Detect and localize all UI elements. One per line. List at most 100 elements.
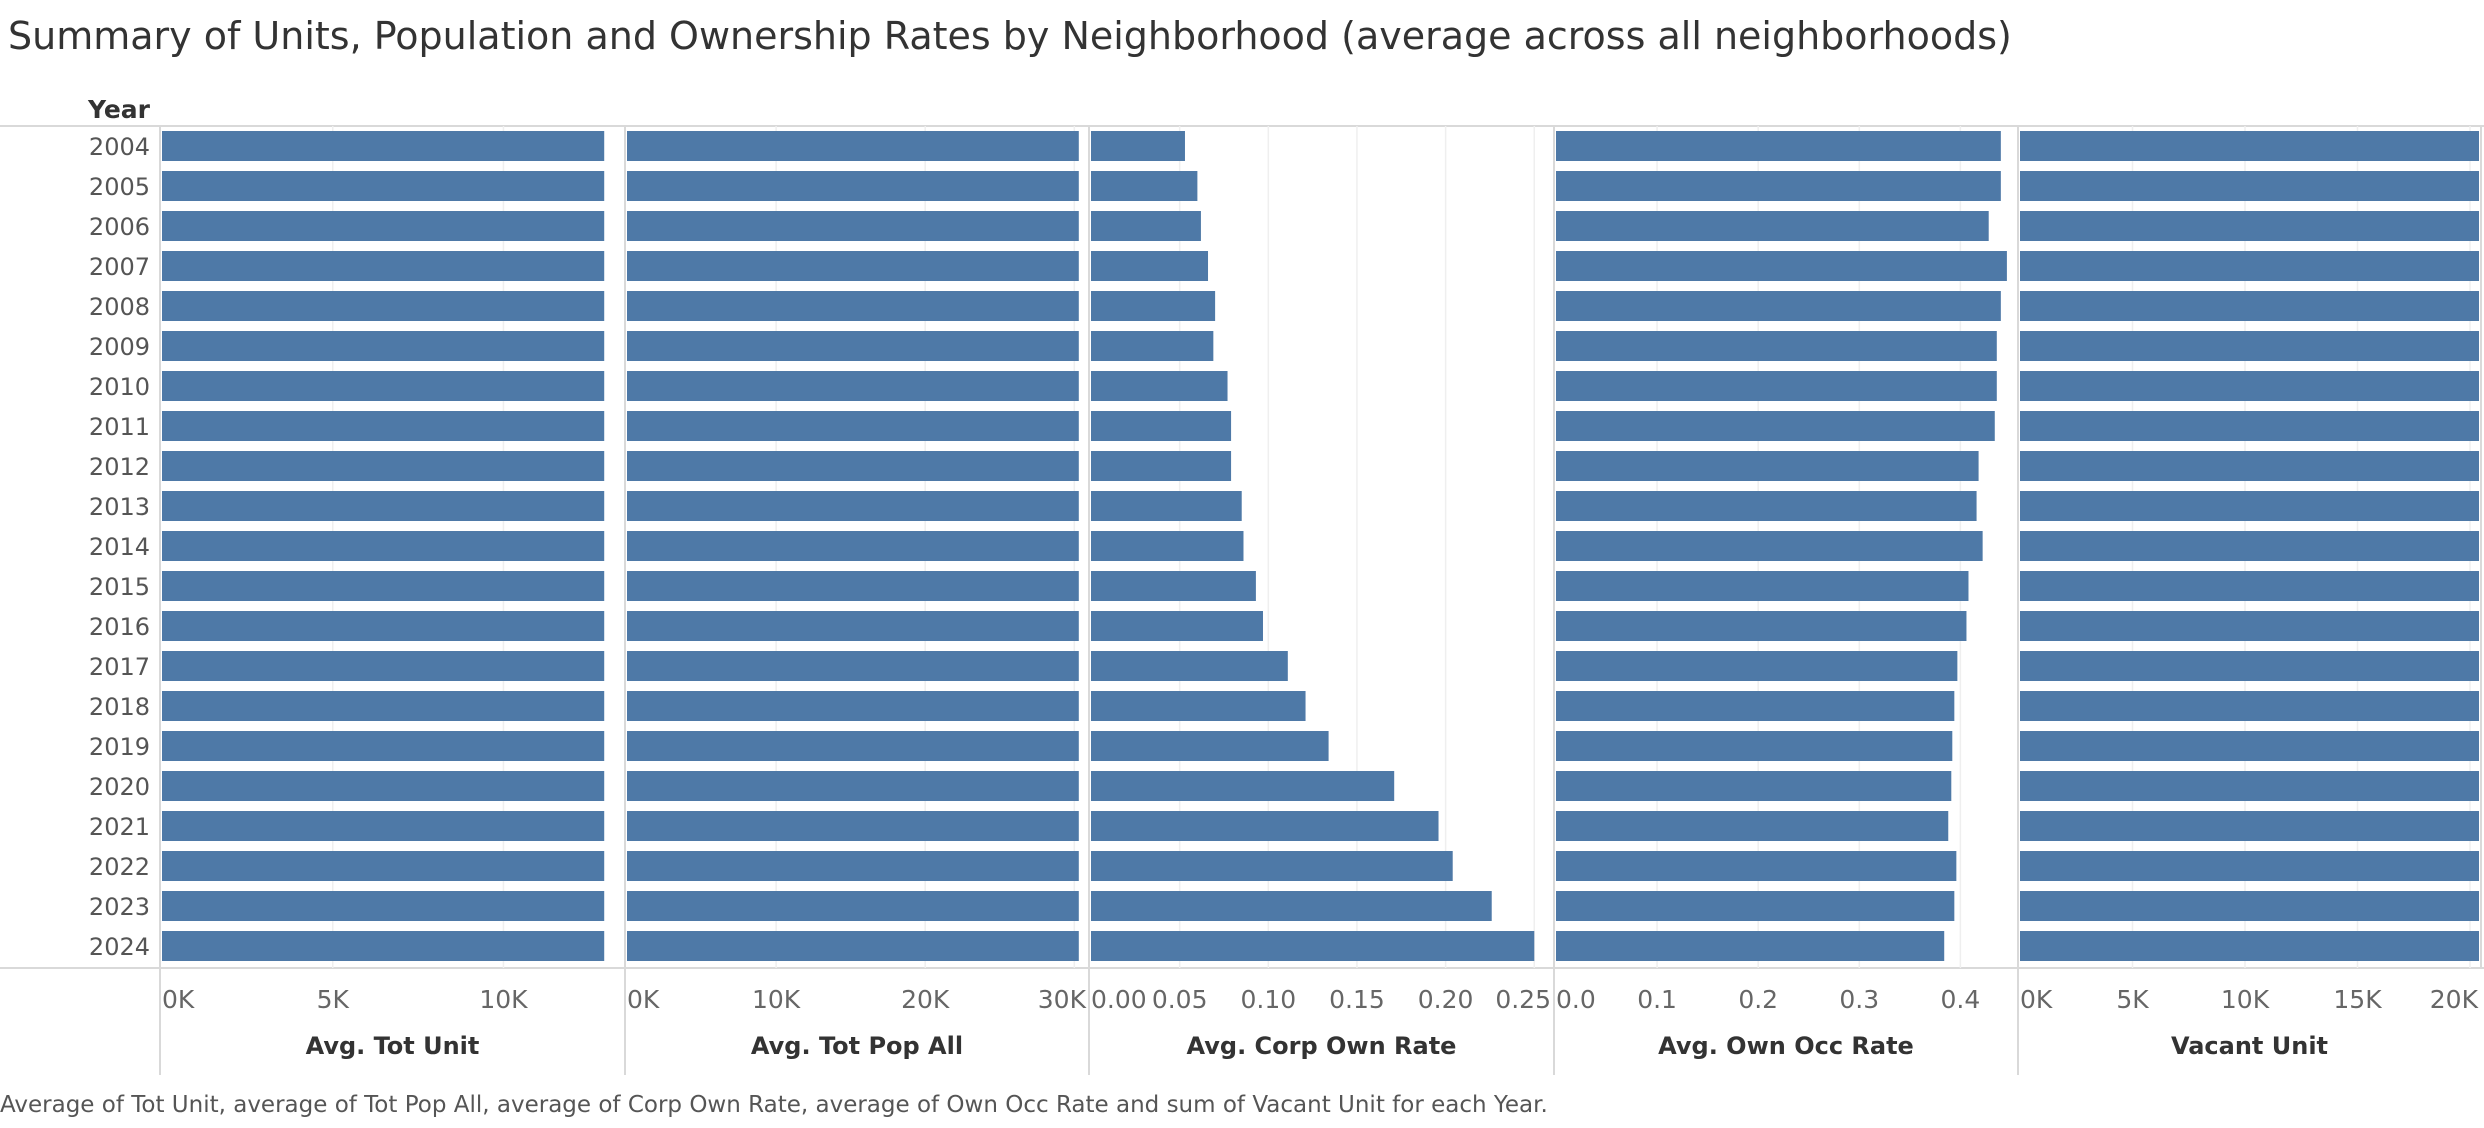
x-tick-label: 0.2 xyxy=(1738,985,1778,1014)
bar xyxy=(627,531,1079,561)
bar xyxy=(1091,691,1306,721)
bar xyxy=(1091,451,1232,481)
x-tick-label: 0.0 xyxy=(1556,985,1596,1014)
x-tick-label: 0.00 xyxy=(1091,985,1147,1014)
x-tick-label: 0.1 xyxy=(1637,985,1677,1014)
bar xyxy=(627,491,1079,521)
bar xyxy=(162,451,605,481)
x-axis-title: Avg. Own Occ Rate xyxy=(1658,1032,1914,1060)
bar xyxy=(1091,611,1263,641)
year-label: 2012 xyxy=(89,453,150,481)
bar xyxy=(1556,331,1997,361)
x-tick-label: 10K xyxy=(752,985,801,1014)
year-label: 2017 xyxy=(89,653,150,681)
bar xyxy=(627,771,1079,801)
bar xyxy=(1091,811,1439,841)
year-label: 2023 xyxy=(89,893,150,921)
bar xyxy=(162,891,605,921)
x-tick-label: 0.20 xyxy=(1418,985,1474,1014)
bar xyxy=(2020,931,2479,961)
year-label: 2018 xyxy=(89,693,150,721)
bar xyxy=(162,411,605,441)
bar xyxy=(162,611,605,641)
bar xyxy=(1091,331,1214,361)
bar xyxy=(162,371,605,401)
bar xyxy=(1556,731,1953,761)
bar xyxy=(162,331,605,361)
bar xyxy=(1556,531,1983,561)
bar xyxy=(162,651,605,681)
bar xyxy=(2020,691,2479,721)
bar xyxy=(1091,491,1242,521)
x-tick-label: 0.25 xyxy=(1495,985,1551,1014)
bar xyxy=(1556,651,1958,681)
bar xyxy=(162,691,605,721)
x-tick-label: 10K xyxy=(479,985,528,1014)
x-axis-title: Vacant Unit xyxy=(2171,1032,2328,1060)
bar xyxy=(1556,291,2001,321)
x-tick-label: 0K xyxy=(627,985,660,1014)
x-tick-label: 0K xyxy=(2020,985,2053,1014)
bar xyxy=(1091,771,1395,801)
bar xyxy=(1091,131,1185,161)
bar xyxy=(1556,891,1955,921)
year-label: 2019 xyxy=(89,733,150,761)
bar xyxy=(1556,851,1957,881)
bar xyxy=(162,811,605,841)
bar xyxy=(162,291,605,321)
bar xyxy=(2020,251,2479,281)
bar xyxy=(1091,931,1535,961)
x-tick-label: 10K xyxy=(2221,985,2270,1014)
bar xyxy=(627,451,1079,481)
bar xyxy=(627,131,1079,161)
bar xyxy=(162,731,605,761)
year-label: 2013 xyxy=(89,493,150,521)
year-label: 2010 xyxy=(89,373,150,401)
bar xyxy=(1556,211,1989,241)
x-tick-label: 0.10 xyxy=(1240,985,1296,1014)
year-label: 2024 xyxy=(89,933,150,961)
x-axis-title: Avg. Tot Unit xyxy=(306,1032,480,1060)
year-label: 2014 xyxy=(89,533,150,561)
year-label: 2016 xyxy=(89,613,150,641)
year-label: 2021 xyxy=(89,813,150,841)
bar xyxy=(2020,371,2479,401)
bar xyxy=(1556,411,1995,441)
year-label: 2005 xyxy=(89,173,150,201)
bar xyxy=(627,171,1079,201)
chart-title: Summary of Units, Population and Ownersh… xyxy=(8,14,2012,58)
x-tick-label: 20K xyxy=(2430,985,2479,1014)
bar xyxy=(1091,571,1256,601)
x-axis-title: Avg. Tot Pop All xyxy=(751,1032,963,1060)
bar xyxy=(2020,811,2479,841)
bar xyxy=(2020,891,2479,921)
bar xyxy=(162,931,605,961)
bar xyxy=(2020,571,2479,601)
bar xyxy=(2020,331,2479,361)
bar xyxy=(1556,771,1952,801)
bar xyxy=(162,531,605,561)
year-label: 2015 xyxy=(89,573,150,601)
bar xyxy=(1556,811,1949,841)
bar xyxy=(1091,531,1244,561)
bar xyxy=(1091,851,1453,881)
bar xyxy=(2020,291,2479,321)
x-tick-label: 0.3 xyxy=(1839,985,1879,1014)
bar xyxy=(162,251,605,281)
bar xyxy=(627,411,1079,441)
bar xyxy=(627,811,1079,841)
x-axis-title: Avg. Corp Own Rate xyxy=(1187,1032,1457,1060)
bar xyxy=(1091,291,1216,321)
bar xyxy=(627,331,1079,361)
bar xyxy=(162,171,605,201)
bar xyxy=(627,571,1079,601)
bar xyxy=(2020,611,2479,641)
year-label: 2022 xyxy=(89,853,150,881)
bar xyxy=(1556,571,1969,601)
bar xyxy=(627,651,1079,681)
bar xyxy=(162,571,605,601)
bar xyxy=(2020,411,2479,441)
year-label: 2006 xyxy=(89,213,150,241)
bar xyxy=(627,611,1079,641)
